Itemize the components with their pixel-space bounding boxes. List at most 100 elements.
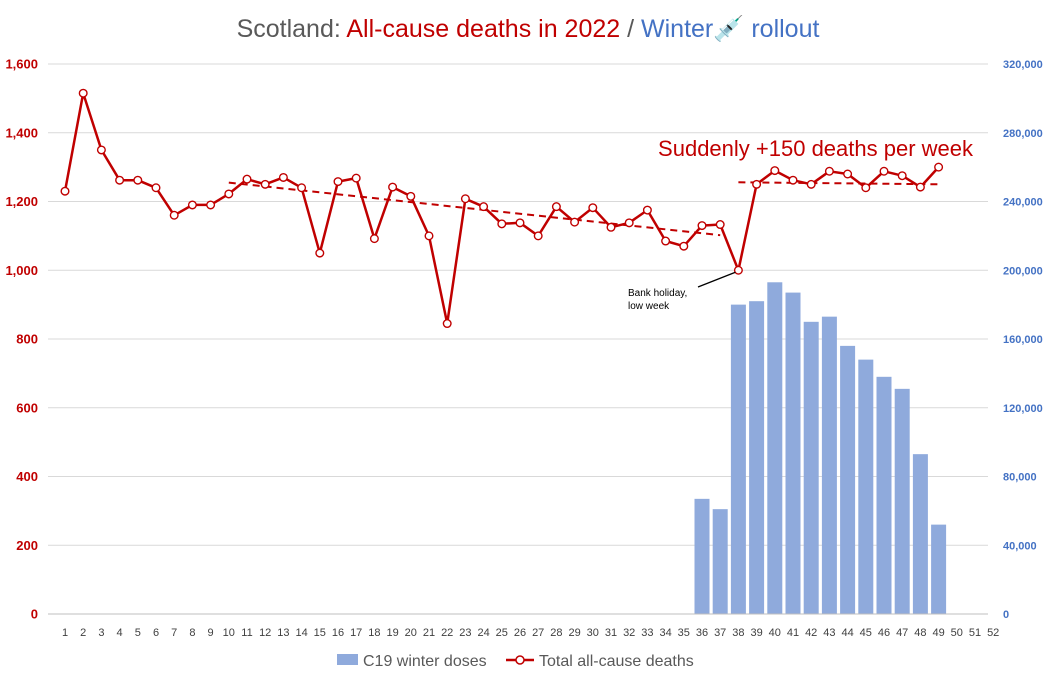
x-tick-label: 49 [932,627,944,639]
deaths-point-week-32 [624,218,634,228]
bar-week-36 [694,498,710,614]
legend: C19 winter doses Total all-cause deaths [337,653,694,670]
trendline-1 [228,181,721,237]
x-tick-label: 17 [350,627,362,639]
x-tick-label: 28 [550,627,562,639]
gridlines [48,63,988,546]
right-tick-label: 280,000 [1003,128,1043,140]
x-tick-label: 21 [423,627,435,639]
trendline-2 [738,181,939,186]
deaths-point-week-48 [915,182,925,192]
x-tick-label: 20 [405,627,417,639]
deaths-point-week-16 [333,177,343,187]
bar-week-47 [894,388,910,614]
x-tick-label: 3 [98,627,104,639]
x-tick-label: 23 [459,627,471,639]
deaths-point-week-37 [715,220,725,230]
x-tick-label: 26 [514,627,526,639]
left-axis: 0 200 400 600 800 1,000 1,200 1,400 1,600 [5,57,38,622]
bar-week-37 [712,509,728,614]
x-tick-label: 12 [259,627,271,639]
bar-week-48 [912,454,928,614]
title-sep: / [620,15,641,43]
deaths-point-week-40 [770,166,780,176]
x-tick-label: 11 [241,627,252,639]
x-tick-label: 36 [696,627,708,639]
bar-week-44 [840,345,856,614]
x-tick-label: 6 [153,627,159,639]
x-tick-label: 1 [62,627,68,639]
x-tick-label: 22 [441,627,453,639]
deaths-point-week-23 [460,194,470,204]
x-tick-label: 46 [878,627,890,639]
x-tick-label: 43 [823,627,835,639]
title-suffix: rollout [744,15,819,43]
left-tick-label: 1,200 [5,194,38,209]
deaths-point-week-12 [260,179,270,189]
legend-label-deaths: Total all-cause deaths [539,653,694,670]
right-tick-label: 200,000 [1003,265,1043,277]
deaths-point-week-33 [642,205,652,215]
title-prefix: Scotland: [237,15,347,43]
deaths-point-week-13 [278,172,288,182]
deaths-point-week-35 [679,241,689,251]
left-tick-label: 0 [31,607,38,622]
x-tick-label: 52 [987,627,999,639]
deaths-point-week-31 [606,222,616,232]
left-tick-label: 1,000 [5,263,38,278]
deaths-point-week-18 [369,234,379,244]
x-tick-label: 16 [332,627,344,639]
deaths-point-week-3 [96,145,106,155]
annotation-pointer [697,271,736,288]
x-tick-label: 8 [189,627,195,639]
deaths-point-week-29 [570,217,580,227]
bar-week-49 [931,524,947,614]
deaths-point-week-34 [661,236,671,246]
annotations: Suddenly +150 deaths per week Bank holid… [628,136,974,312]
x-tick-label: 37 [714,627,726,639]
deaths-point-week-14 [297,183,307,193]
x-axis: 1 2 3 4 5 6 7 8 9 10 11 12 13 14 15 16 17 18 19 20 21 22 23 24 2… [48,613,999,639]
deaths-point-week-26 [515,218,525,228]
deaths-point-week-38 [733,265,743,275]
right-axis: 0 40,000 80,000 120,000 160,000 200,000 240,00… [1003,59,1043,621]
x-tick-label: 51 [969,627,981,639]
left-tick-label: 600 [16,400,38,415]
deaths-point-week-24 [479,202,489,212]
x-tick-label: 13 [277,627,289,639]
deaths-point-week-21 [424,231,434,241]
annotation-bank-holiday-line1: Bank holiday, [628,288,687,299]
left-tick-label: 800 [16,332,38,347]
x-tick-label: 35 [678,627,690,639]
deaths-point-week-19 [388,182,398,192]
x-tick-label: 32 [623,627,635,639]
x-tick-label: 40 [769,627,781,639]
syringe-icon: 💉 [713,14,744,43]
annotation-spike: Suddenly +150 deaths per week [658,136,974,161]
bar-week-46 [876,376,892,614]
deaths-point-week-11 [242,174,252,184]
deaths-point-week-10 [224,189,234,199]
deaths-point-week-25 [497,219,507,229]
deaths-point-week-36 [697,221,707,231]
x-tick-label: 31 [605,627,617,639]
right-tick-label: 0 [1003,609,1009,621]
x-tick-label: 10 [223,627,235,639]
deaths-point-week-6 [151,183,161,193]
x-tick-label: 45 [860,627,872,639]
legend-swatch-deaths-marker [515,655,525,665]
x-tick-label: 19 [386,627,398,639]
x-tick-label: 48 [914,627,926,639]
deaths-point-week-44 [843,169,853,179]
chart-title: Scotland: All-cause deaths in 2022 / Win… [237,14,820,43]
x-tick-label: 24 [477,627,489,639]
bar-week-43 [821,316,837,614]
x-tick-label: 14 [295,627,307,639]
right-tick-label: 160,000 [1003,334,1043,346]
deaths-point-week-4 [115,175,125,185]
deaths-point-week-45 [861,183,871,193]
x-tick-label: 18 [368,627,380,639]
deaths-point-week-17 [351,173,361,183]
deaths-point-week-43 [824,166,834,176]
